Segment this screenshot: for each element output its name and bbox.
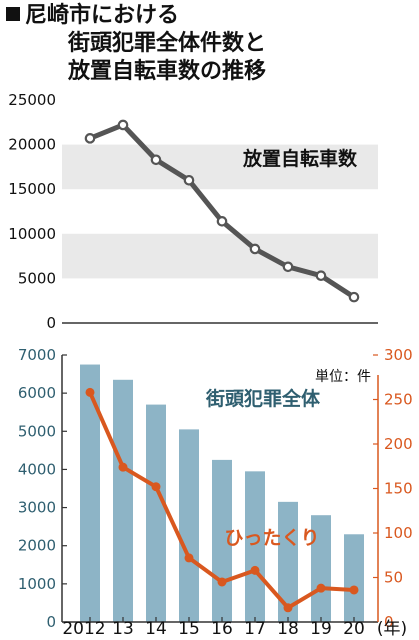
title-square-icon [6, 7, 20, 21]
grid-band [62, 144, 378, 190]
top-y-tick-label: 15000 [8, 180, 56, 198]
grid-band [62, 233, 378, 279]
unit-label: 単位：件 [315, 369, 371, 385]
snatching-series [85, 387, 359, 613]
x-tick-label: 16 [211, 619, 233, 639]
top-y-tick-label: 10000 [8, 225, 56, 243]
top-y-tick-label: 5000 [18, 269, 56, 287]
bicycle-series [84, 119, 360, 303]
title-line-2: 街頭犯罪全体件数と [68, 31, 267, 56]
x-tick-label: 2012 [62, 619, 105, 639]
snatching-point [217, 577, 227, 587]
snatching-point [85, 387, 95, 397]
bicycle-point [216, 216, 228, 227]
bicycle-point [315, 270, 327, 282]
right-y-tick-label: 250 [384, 391, 413, 409]
bicycle-point [150, 154, 162, 166]
crime-bar [311, 515, 331, 622]
left-y-tick-label: 1000 [18, 575, 56, 593]
top-y-tick-label: 20000 [8, 136, 56, 154]
bicycle-point [117, 119, 129, 131]
bicycle-point [348, 291, 360, 303]
x-tick-label: 20 [343, 619, 365, 639]
x-axis-unit: (年) [377, 619, 407, 639]
x-axis-labels: 2012 13 14 15 16 17 18 19 20 [62, 617, 365, 639]
right-y-tick-label: 150 [384, 480, 413, 498]
legend-snatching: ひったくり [224, 527, 319, 549]
title-line-1: 尼崎市における [25, 3, 180, 28]
top-y-axis: 0 5000 10000 15000 20000 25000 [8, 91, 56, 332]
left-y-tick-label: 5000 [18, 422, 56, 440]
x-tick-label: 19 [310, 619, 332, 639]
crime-bar [113, 379, 133, 622]
crime-bar [278, 501, 298, 622]
left-y-tick-label: 0 [46, 613, 56, 631]
crime-bars [80, 364, 364, 622]
top-y-tick-label: 25000 [8, 91, 56, 109]
bicycle-point [249, 243, 261, 255]
top-grid-bands [62, 144, 378, 279]
snatching-point [118, 462, 128, 472]
bicycle-point [282, 261, 294, 273]
right-y-tick-label: 200 [384, 435, 413, 453]
x-tick-label: 15 [178, 619, 200, 639]
bicycle-point [183, 174, 195, 186]
crime-bar [146, 404, 166, 622]
snatching-point [151, 482, 161, 492]
x-tick-label: 17 [244, 619, 266, 639]
left-y-tick-label: 2000 [18, 537, 56, 555]
crime-bar [80, 364, 100, 622]
left-y-tick-label: 6000 [18, 384, 56, 402]
chart-title: 尼崎市における 街頭犯罪全体件数と 放置自転車数の推移 [6, 2, 416, 86]
left-y-tick-label: 7000 [18, 346, 56, 364]
x-tick-label: 14 [145, 619, 167, 639]
bicycle-point [84, 133, 96, 144]
top-y-tick-label: 0 [46, 314, 56, 332]
right-y-tick-label: 0 [384, 613, 394, 631]
right-y-tick-label: 100 [384, 524, 413, 542]
left-y-tick-label: 4000 [18, 460, 56, 478]
right-y-tick-label: 300 [384, 346, 413, 364]
x-tick-label: 18 [277, 619, 299, 639]
snatching-point [250, 565, 260, 575]
snatching-point [349, 585, 359, 595]
legend-total-crime: 街頭犯罪全体 [205, 387, 321, 410]
legend-bicycles: 放置自転車数 [242, 147, 358, 170]
crime-bar [179, 429, 199, 622]
bottom-right-y-axis: 0 50 100 150 200 250 300 [373, 346, 413, 631]
snatching-point [283, 603, 293, 613]
snatching-point [184, 553, 194, 563]
snatching-point [316, 583, 326, 593]
crime-bar [344, 534, 364, 622]
title-line-3: 放置自転車数の推移 [68, 59, 267, 84]
crime-bar [245, 471, 265, 622]
x-tick-label: 13 [112, 619, 134, 639]
unit-box [312, 364, 374, 386]
left-y-tick-label: 3000 [18, 499, 56, 517]
bottom-left-y-axis: 0 1000 2000 3000 4000 5000 6000 7000 [18, 346, 67, 631]
right-y-tick-label: 50 [384, 569, 403, 587]
